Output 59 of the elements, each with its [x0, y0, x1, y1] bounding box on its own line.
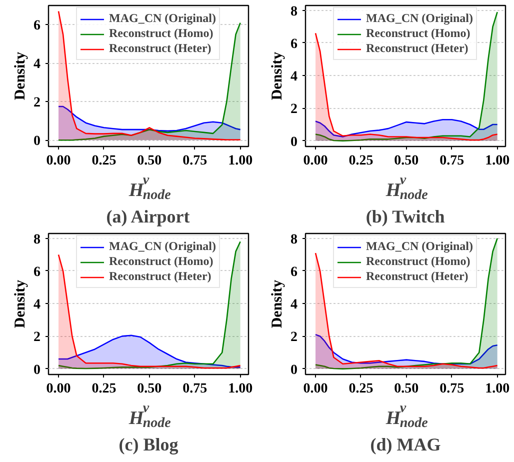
y-axis-title: Density [12, 279, 28, 328]
y-tick-label: 8 [34, 232, 40, 248]
x-tick-label: 1.00 [228, 382, 253, 396]
y-tick-label: 6 [290, 264, 298, 280]
y-axis-title: Density [12, 51, 28, 100]
legend-label: Reconstruct (Homo) [109, 26, 214, 41]
x-tick-label: 0.75 [182, 382, 208, 396]
legend-label: Reconstruct (Heter) [366, 269, 468, 284]
legend-label: MAG_CN (Original) [366, 239, 473, 254]
legend-label: MAG_CN (Original) [366, 11, 473, 26]
text: (b) Twitch [366, 206, 445, 226]
x-tick-label: 0.75 [182, 154, 208, 168]
y-tick-label: 4 [290, 298, 298, 313]
x-tick-label: 0.50 [394, 382, 419, 396]
legend-label: MAG_CN (Original) [109, 11, 216, 26]
y-axis-title: Density [270, 279, 286, 328]
x-tick-label: 0.25 [92, 382, 116, 396]
x-tick-label: 0.00 [303, 382, 328, 396]
y-tick-label: 4 [34, 298, 40, 313]
y-tick-label: 0 [34, 134, 40, 150]
legend-label: Reconstruct (Heter) [109, 41, 212, 56]
x-tick-label: 1.00 [485, 154, 510, 168]
y-tick-label: 4 [290, 70, 298, 85]
legend-label: Reconstruct (Homo) [366, 254, 470, 269]
x-tick-label: 0.00 [303, 154, 328, 168]
y-tick-label: 8 [290, 4, 298, 20]
y-tick-label: 2 [290, 330, 298, 346]
y-tick-label: 0 [290, 134, 298, 150]
x-tick-label: 0.50 [137, 382, 162, 396]
text: (c) Blog [118, 434, 178, 454]
y-tick-label: 2 [34, 96, 40, 111]
x-tick-label: 0.50 [394, 154, 419, 168]
x-tick-label: 1.00 [485, 382, 510, 396]
x-tick-label: 0.00 [46, 382, 71, 396]
x-tick-label: 0.75 [440, 154, 464, 168]
y-tick-label: 6 [290, 36, 298, 52]
y-tick-label: 2 [290, 102, 298, 118]
x-tick-label: 1.00 [228, 154, 253, 168]
y-tick-label: 8 [290, 232, 298, 248]
legend-label: MAG_CN (Original) [109, 239, 216, 254]
x-tick-label: 0.25 [348, 382, 374, 396]
text: (a) Airport [106, 206, 190, 226]
y-tick-label: 6 [34, 264, 40, 280]
y-tick-label: 0 [290, 362, 298, 378]
x-tick-label: 0.00 [46, 154, 71, 168]
y-axis-title: Density [270, 51, 286, 100]
legend-label: Reconstruct (Heter) [366, 41, 468, 56]
y-tick-label: 6 [34, 18, 40, 34]
y-tick-label: 0 [34, 362, 40, 378]
legend-label: Reconstruct (Heter) [109, 269, 212, 284]
legend-label: Reconstruct (Homo) [366, 26, 470, 41]
x-tick-label: 0.25 [92, 154, 116, 168]
y-tick-label: 2 [34, 330, 40, 346]
y-tick-label: 4 [34, 57, 40, 72]
legend-label: Reconstruct (Homo) [109, 254, 214, 269]
x-tick-label: 0.50 [137, 154, 162, 168]
x-tick-label: 0.75 [440, 382, 464, 396]
x-tick-label: 0.25 [348, 154, 374, 168]
text: (d) MAG [370, 434, 441, 454]
